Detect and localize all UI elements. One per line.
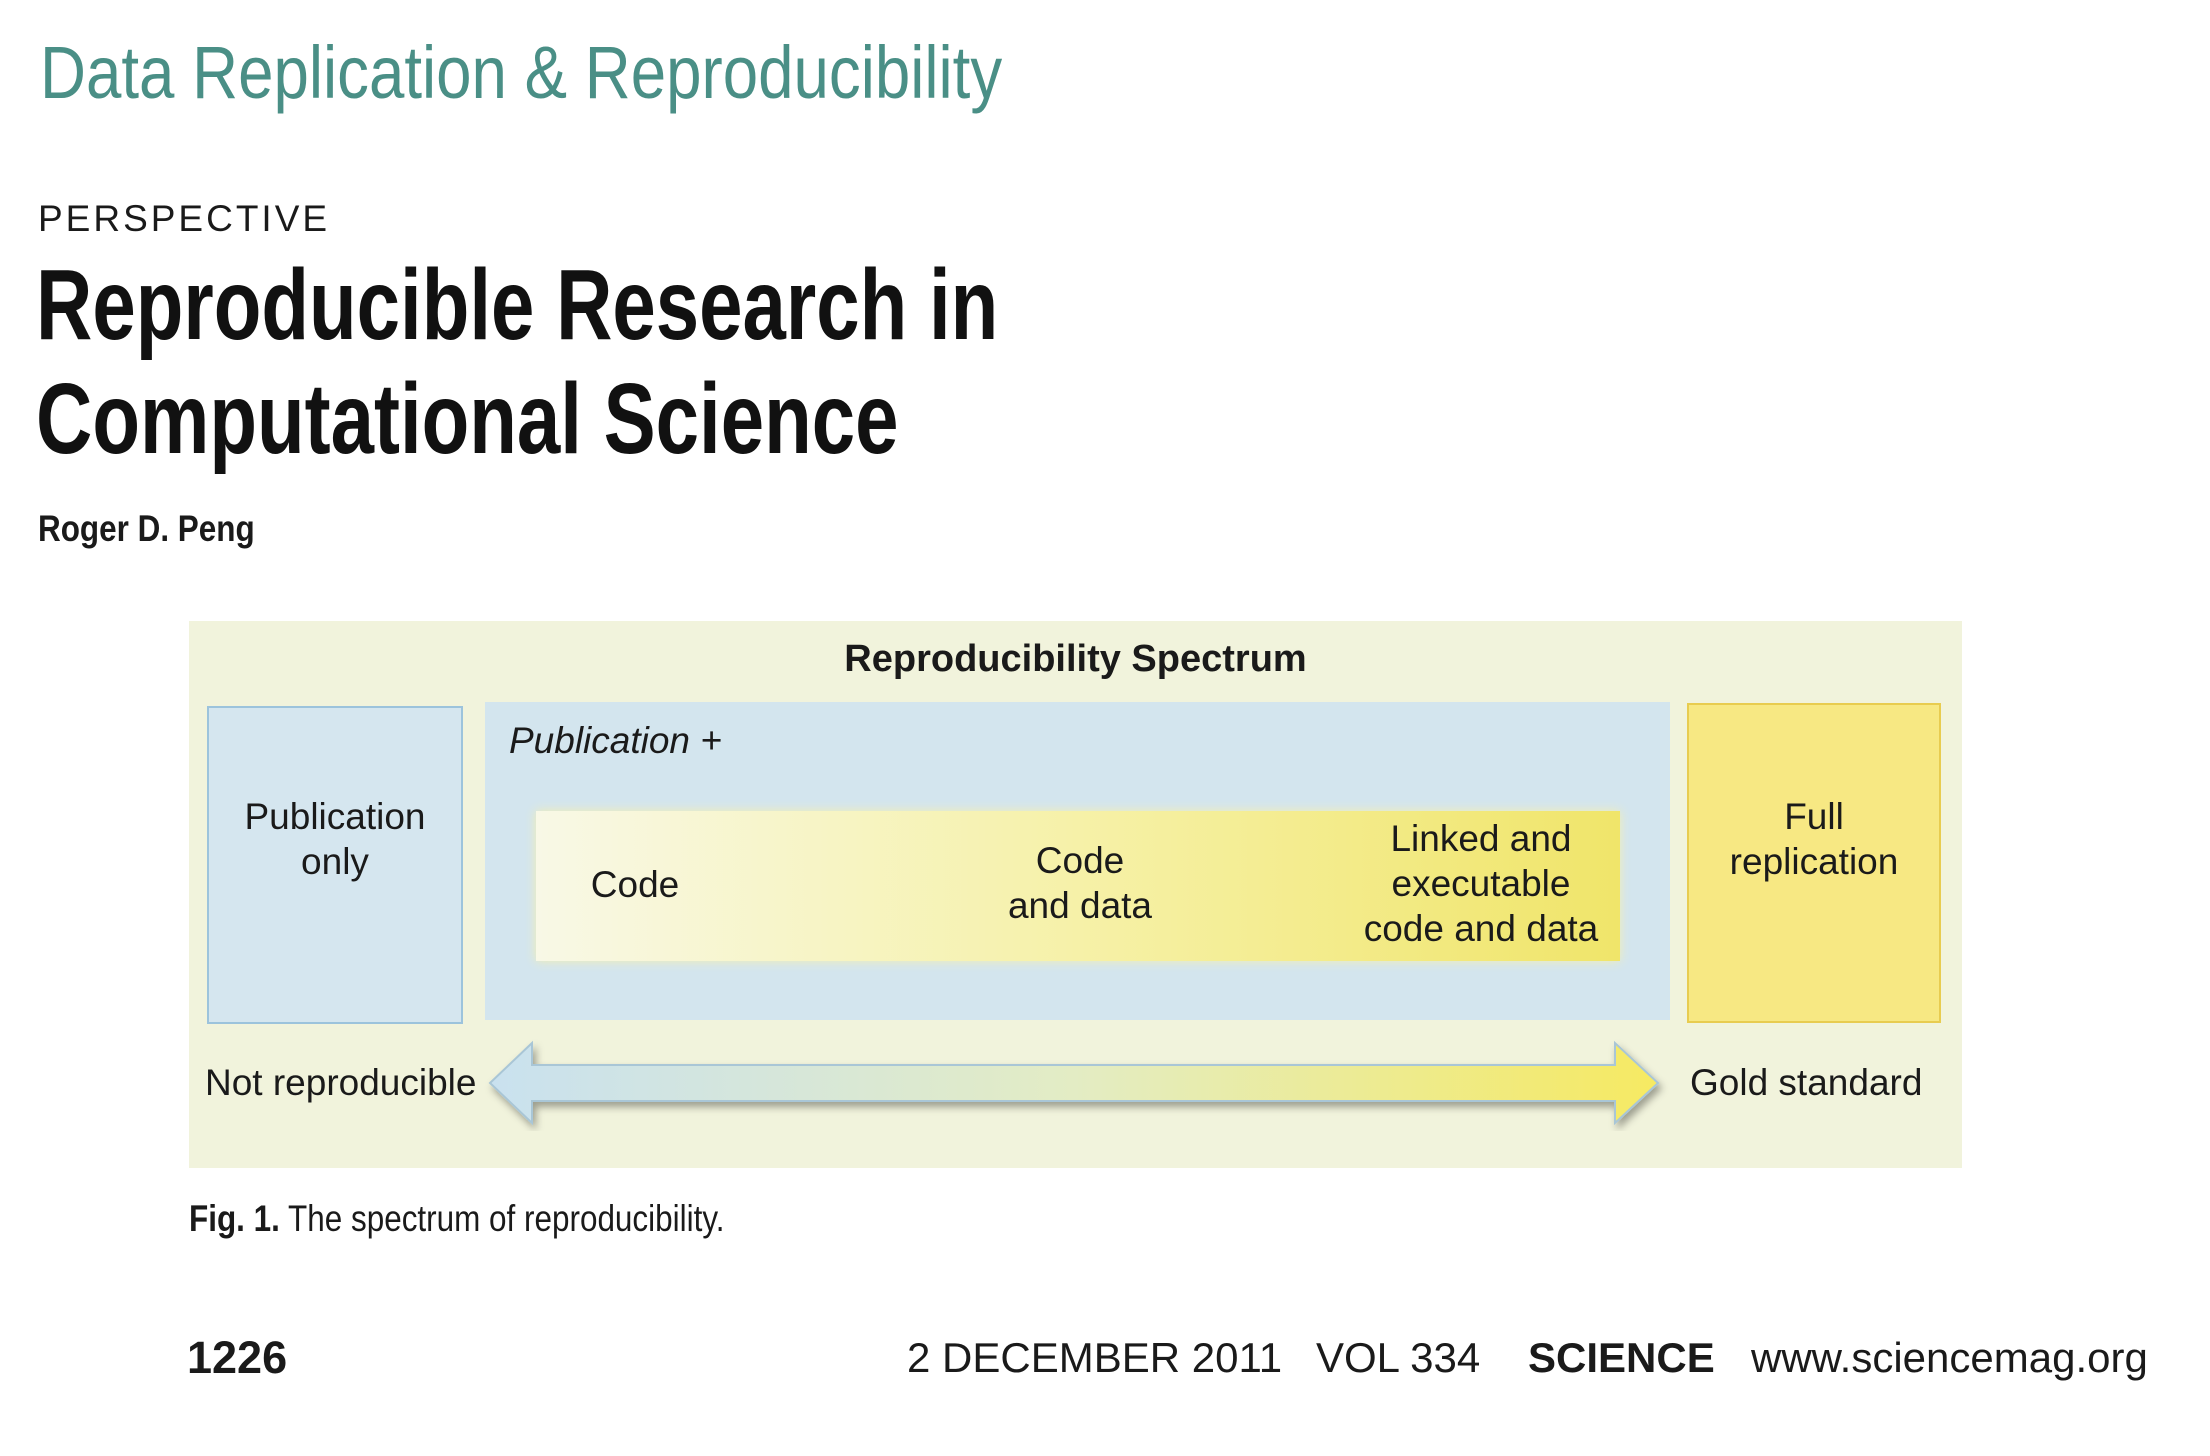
left-box-text: Publication only: [207, 794, 463, 884]
caption-label: Fig. 1.: [189, 1198, 280, 1239]
text-line: Code: [590, 864, 680, 905]
text-line: code and data: [1363, 908, 1599, 949]
journal-url: www.sciencemag.org: [1751, 1334, 2148, 1381]
right-box-text: Full replication: [1687, 794, 1941, 884]
text-line: Full: [1784, 796, 1844, 837]
arrow-shape: [488, 1040, 1660, 1126]
left-box: [207, 706, 463, 1024]
stage-label: Code and data: [960, 838, 1200, 928]
page-number: 1226: [187, 1332, 288, 1383]
figure-title: Reproducibility Spectrum: [844, 638, 1307, 680]
article-label: PERSPECTIVE: [38, 198, 331, 239]
stage-label: Code: [535, 862, 735, 907]
text-line: executable: [1391, 863, 1571, 904]
figure-caption: Fig. 1. The spectrum of reproducibility.: [189, 1198, 724, 1240]
text-line: Publication: [244, 796, 426, 837]
title-line: Reproducible Research in: [36, 249, 999, 361]
volume: VOL 334: [1316, 1334, 1481, 1381]
right-end-label: Gold standard: [1690, 1062, 1923, 1103]
section-title: Data Replication & Reproducibility: [40, 31, 1003, 114]
issue-date: 2 DECEMBER 2011: [907, 1334, 1283, 1381]
stage-label: Linked and executable code and data: [1331, 816, 1631, 951]
stage-bar: [536, 811, 1620, 961]
middle-label: Publication +: [509, 720, 722, 761]
article-title: Reproducible Research in Computational S…: [36, 248, 998, 476]
right-box: [1687, 703, 1941, 1023]
author: Roger D. Peng: [38, 508, 255, 549]
text-line: and data: [1007, 885, 1153, 926]
spectrum-arrow: [488, 1040, 1660, 1126]
title-line: Computational Science: [36, 363, 899, 475]
text-line: Code: [1035, 840, 1125, 881]
text-line: replication: [1729, 841, 1899, 882]
text-line: Linked and: [1390, 818, 1572, 859]
journal: SCIENCE: [1528, 1334, 1715, 1381]
caption-text: The spectrum of reproducibility.: [288, 1198, 725, 1239]
text-line: only: [301, 841, 369, 882]
left-end-label: Not reproducible: [205, 1062, 477, 1103]
